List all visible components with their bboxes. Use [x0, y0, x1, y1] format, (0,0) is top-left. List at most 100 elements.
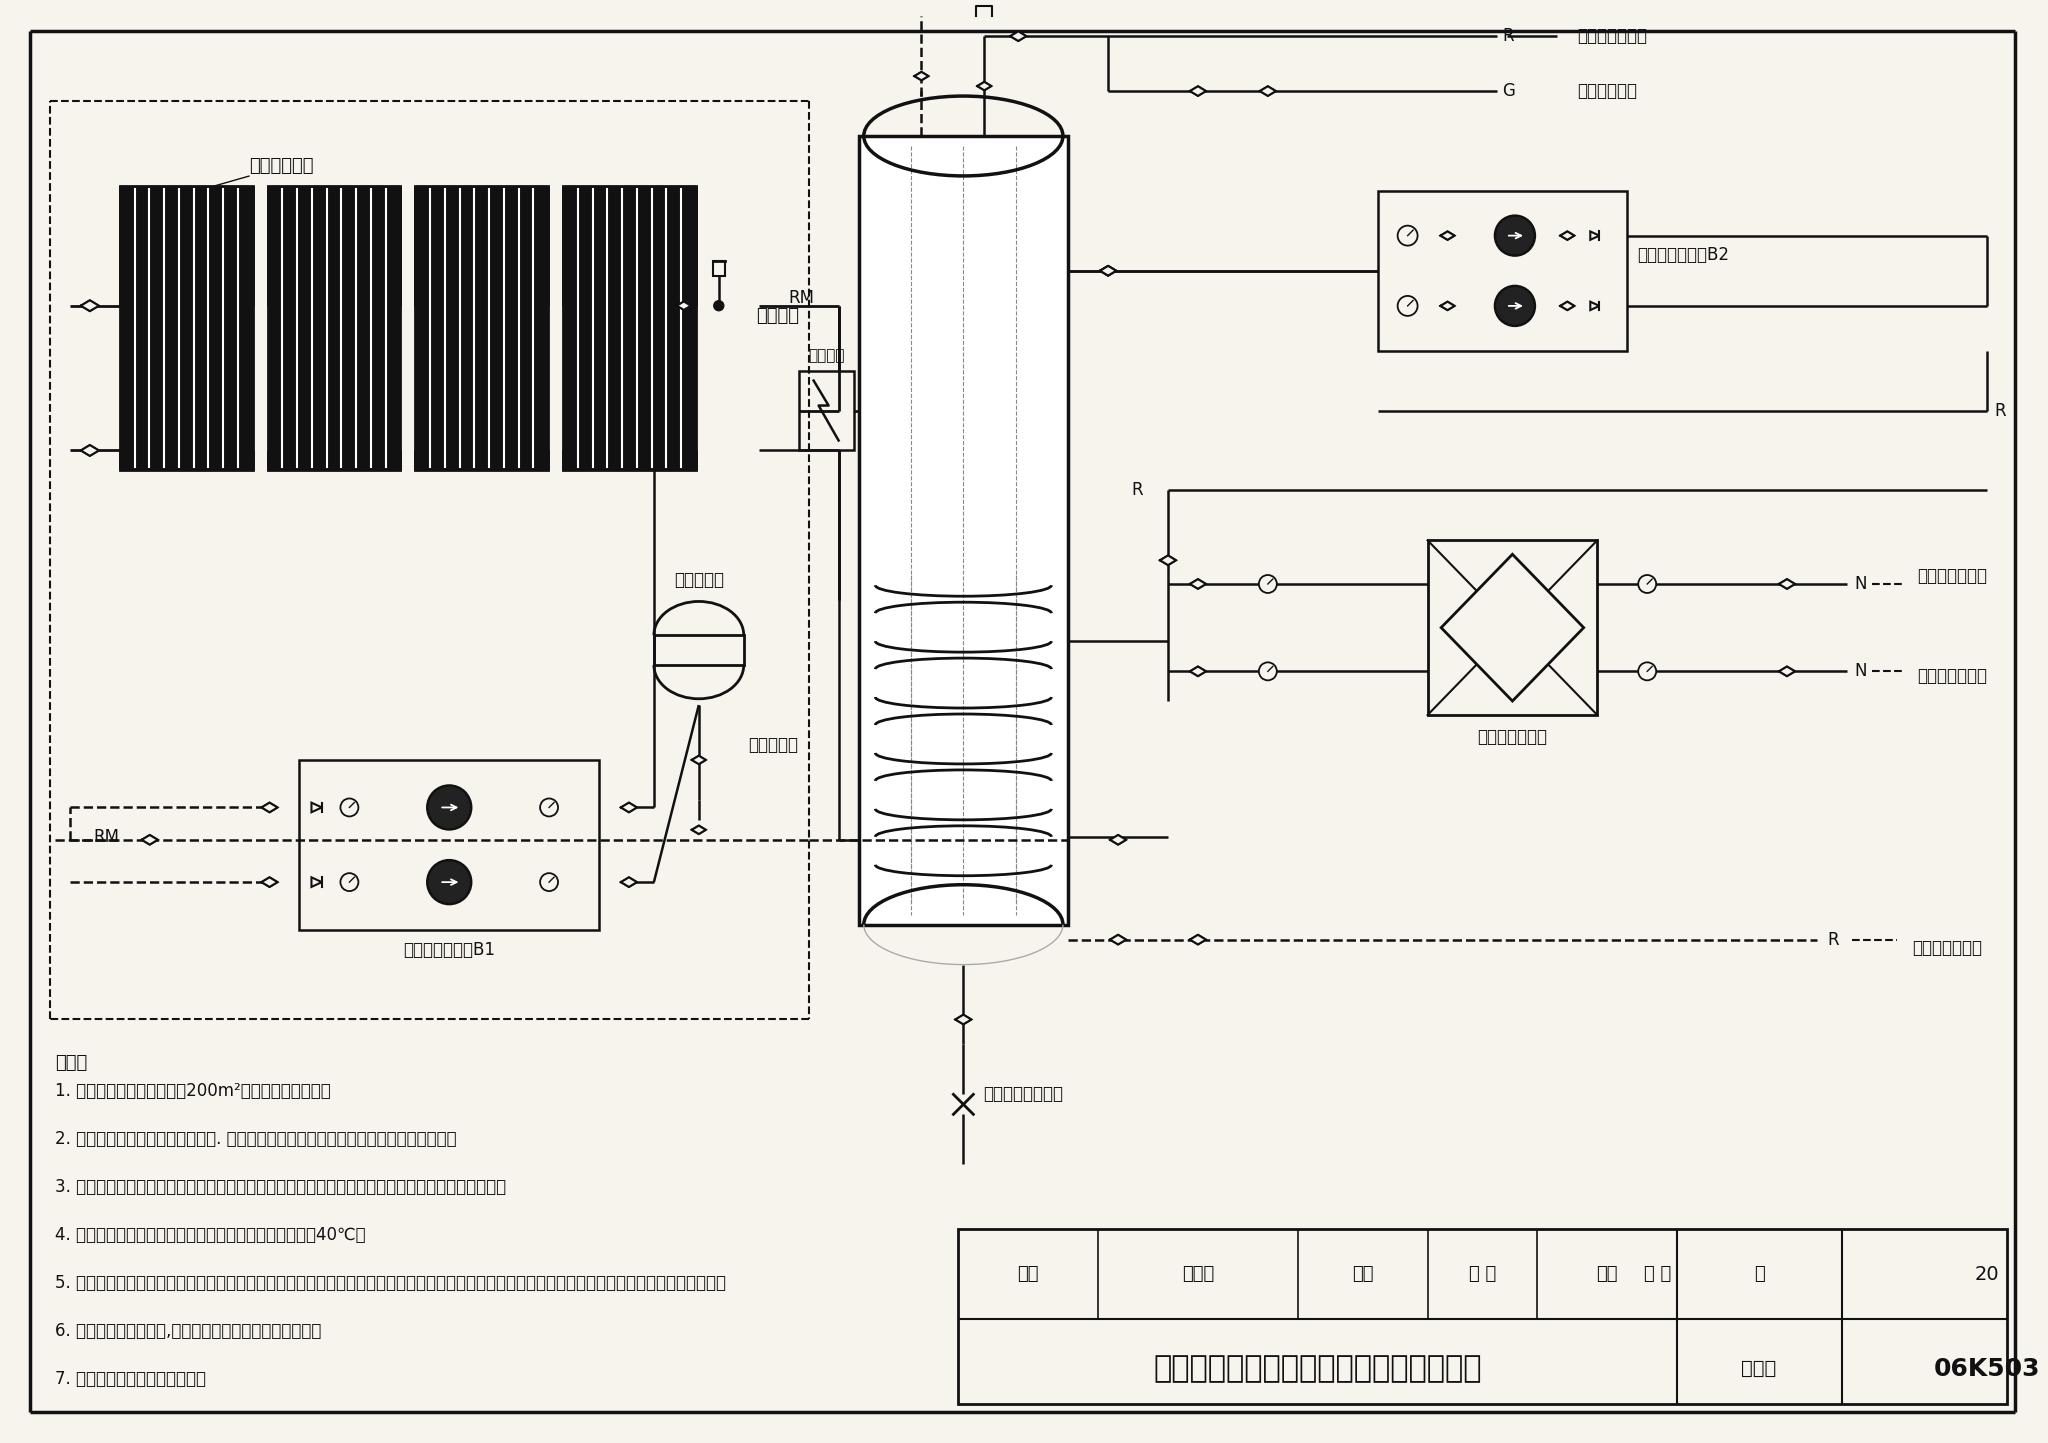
- Text: 辅助加热: 辅助加热: [807, 348, 844, 364]
- Text: 生活热水供水管: 生活热水供水管: [1577, 27, 1647, 45]
- Polygon shape: [1440, 231, 1454, 240]
- Circle shape: [541, 873, 557, 892]
- Text: 6. 辅助热源选用电加热,也可选用市政热力或燃气壁挂炉。: 6. 辅助热源选用电加热,也可选用市政热力或燃气壁挂炉。: [55, 1322, 322, 1341]
- Polygon shape: [1110, 835, 1126, 844]
- Circle shape: [1260, 574, 1276, 593]
- Bar: [119, 186, 252, 470]
- Bar: [653, 635, 743, 665]
- Text: R: R: [1503, 27, 1513, 45]
- Polygon shape: [1260, 87, 1276, 95]
- Polygon shape: [1190, 667, 1206, 677]
- Polygon shape: [1190, 87, 1206, 95]
- Text: R: R: [1130, 482, 1143, 499]
- Text: 图集号: 图集号: [1741, 1359, 1776, 1378]
- Polygon shape: [1780, 667, 1794, 677]
- Polygon shape: [262, 802, 279, 812]
- Circle shape: [541, 798, 557, 817]
- Polygon shape: [1110, 935, 1126, 944]
- Text: 采暖系统一次泵B2: 采暖系统一次泵B2: [1636, 245, 1729, 264]
- Text: 膨胀定压罐: 膨胀定压罐: [674, 571, 723, 589]
- Text: 何 清: 何 清: [1468, 1266, 1497, 1283]
- Text: 盘管换热器: 盘管换热器: [750, 736, 799, 753]
- Text: G: G: [1503, 82, 1516, 100]
- Polygon shape: [1561, 231, 1575, 240]
- Text: 20: 20: [1974, 1264, 1999, 1284]
- Polygon shape: [1780, 579, 1794, 589]
- Text: 集热系统循环泵B1: 集热系统循环泵B1: [403, 941, 496, 958]
- Polygon shape: [621, 877, 637, 887]
- Circle shape: [428, 785, 471, 830]
- Bar: [299, 760, 598, 929]
- Circle shape: [1260, 662, 1276, 680]
- Bar: [563, 186, 696, 470]
- Text: 设计: 设计: [1597, 1266, 1618, 1283]
- Text: 2. 本集热系统热媒可为水或防冻液. 采用防冻液时，应按照防冻液要求选择管材和水泵。: 2. 本集热系统热媒可为水或防冻液. 采用防冻液时，应按照防冻液要求选择管材和水…: [55, 1130, 457, 1149]
- Bar: [858, 136, 1069, 925]
- Polygon shape: [692, 825, 707, 834]
- Text: 06K503: 06K503: [1933, 1356, 2040, 1381]
- Text: 1. 本系统宜用于建筑面积在200m²内的小型独户系统。: 1. 本系统宜用于建筑面积在200m²内的小型独户系统。: [55, 1082, 330, 1101]
- Text: 太阳能集热器: 太阳能集热器: [250, 157, 313, 175]
- Text: 采暖系统换热器: 采暖系统换热器: [1477, 727, 1548, 746]
- Polygon shape: [141, 835, 158, 844]
- Text: 说明：: 说明：: [55, 1055, 88, 1072]
- Polygon shape: [1442, 554, 1583, 701]
- Circle shape: [428, 860, 471, 905]
- Bar: [713, 261, 725, 276]
- Polygon shape: [311, 802, 322, 812]
- Text: 软水质地区太阳能热水及采暖集热系统图: 软水质地区太阳能热水及采暖集热系统图: [1153, 1355, 1483, 1384]
- Bar: [268, 186, 399, 470]
- Text: N: N: [1855, 574, 1868, 593]
- Bar: [799, 371, 854, 450]
- Text: R: R: [1827, 931, 1839, 948]
- Text: RM: RM: [788, 289, 815, 307]
- Circle shape: [1638, 574, 1657, 593]
- Text: 贮热水箱: 贮热水箱: [756, 307, 799, 325]
- Circle shape: [1495, 215, 1534, 255]
- Bar: [1427, 540, 1597, 716]
- Polygon shape: [262, 877, 279, 887]
- Polygon shape: [80, 444, 98, 456]
- Bar: [416, 186, 549, 470]
- Text: 5. 本系统适用于自来水水质硬度较低的地区，水质硬度较高的区域应对自来水补水管进行软化或采取其他措施防止换热器尤其是采暖系统换热器结垢。: 5. 本系统适用于自来水水质硬度较低的地区，水质硬度较高的区域应对自来水补水管进…: [55, 1274, 725, 1291]
- Polygon shape: [1100, 266, 1116, 276]
- Polygon shape: [954, 1014, 971, 1025]
- Text: 3. 当集热系统热媒为水且没有防冻要求时，系统也可采用直接系统，贮热水箱中盘管换热器可取消。: 3. 当集热系统热媒为水且没有防冻要求时，系统也可采用直接系统，贮热水箱中盘管换…: [55, 1179, 506, 1196]
- Polygon shape: [692, 756, 707, 765]
- Polygon shape: [676, 302, 690, 310]
- Polygon shape: [1010, 32, 1026, 40]
- Text: 李 忠: 李 忠: [1645, 1266, 1671, 1283]
- Text: 生活热水循环管: 生活热水循环管: [1911, 938, 1982, 957]
- Polygon shape: [1591, 231, 1599, 240]
- Bar: [1378, 190, 1628, 351]
- Text: 7. 本系统宜采用承压型集热器。: 7. 本系统宜采用承压型集热器。: [55, 1369, 207, 1388]
- Text: 接采暖系统回水: 接采暖系统回水: [1917, 667, 1987, 685]
- Text: 校对: 校对: [1352, 1266, 1374, 1283]
- Circle shape: [1397, 296, 1417, 316]
- Polygon shape: [1440, 302, 1454, 310]
- Circle shape: [1638, 662, 1657, 680]
- Text: 接采暖系统供水: 接采暖系统供水: [1917, 567, 1987, 584]
- Polygon shape: [915, 72, 928, 81]
- Polygon shape: [1190, 579, 1206, 589]
- Text: R: R: [1995, 401, 2007, 420]
- Circle shape: [340, 798, 358, 817]
- Text: 自来水补水管: 自来水补水管: [1577, 82, 1636, 100]
- Text: 页: 页: [1753, 1266, 1765, 1283]
- Polygon shape: [1591, 302, 1599, 310]
- Polygon shape: [1190, 935, 1206, 944]
- Circle shape: [1397, 225, 1417, 245]
- Text: N: N: [1855, 662, 1868, 680]
- Polygon shape: [1159, 556, 1176, 566]
- Text: 郑瑞滋: 郑瑞滋: [1182, 1266, 1214, 1283]
- Text: 审核: 审核: [1018, 1266, 1038, 1283]
- Circle shape: [340, 873, 358, 892]
- Polygon shape: [1100, 266, 1116, 276]
- Circle shape: [1495, 286, 1534, 326]
- Polygon shape: [80, 300, 98, 312]
- Text: 热媒进出或补入口: 热媒进出或补入口: [983, 1085, 1063, 1104]
- Polygon shape: [977, 82, 991, 91]
- Bar: [958, 1229, 2007, 1404]
- Text: 4. 本系统采暖系统采用地面辐射系统，设计供水温度宜为40℃。: 4. 本系统采暖系统采用地面辐射系统，设计供水温度宜为40℃。: [55, 1227, 365, 1244]
- Polygon shape: [311, 877, 322, 887]
